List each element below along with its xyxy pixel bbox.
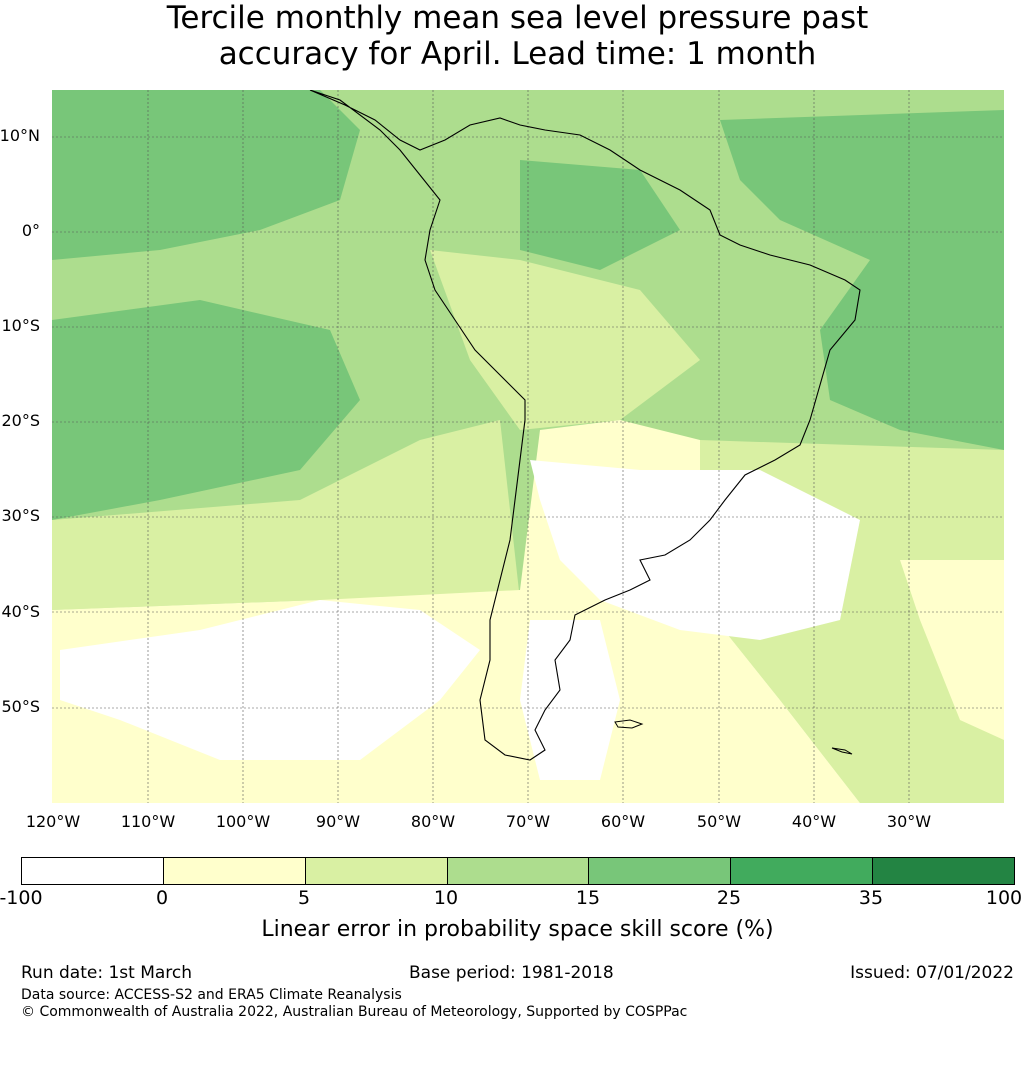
title-line-2: accuracy for April. Lead time: 1 month	[218, 36, 817, 72]
skill-score-map	[52, 90, 1004, 803]
skill-region	[60, 600, 480, 760]
colorbar-segment	[446, 858, 589, 884]
skill-region	[720, 110, 1004, 450]
base-period: Base period: 1981-2018	[409, 963, 614, 983]
colorbar-segment	[588, 858, 731, 884]
skill-region	[52, 90, 360, 260]
colorbar-label: Linear error in probability space skill …	[261, 917, 774, 942]
lon-label: 40°W	[791, 812, 837, 831]
map-gridlines	[52, 90, 1004, 803]
colorbar-segment	[730, 858, 873, 884]
skill-region	[52, 420, 520, 610]
lon-label: 120°W	[25, 812, 81, 831]
colorbar-segment	[304, 858, 447, 884]
colorbar-tick: 100	[985, 887, 1023, 909]
colorbar-tick: 5	[297, 887, 311, 909]
skill-region	[430, 250, 700, 430]
chart-title: Tercile monthly mean sea level pressure …	[0, 0, 1035, 72]
colorbar	[21, 857, 1015, 885]
colorbar-tick: 25	[716, 887, 742, 909]
south-america-coastline	[309, 90, 861, 761]
lat-label: 20°S	[1, 411, 40, 430]
lon-label: 70°W	[505, 812, 551, 831]
colorbar-segment	[22, 858, 163, 884]
issued-date: Issued: 07/01/2022	[850, 963, 1014, 983]
lon-label: 90°W	[315, 812, 361, 831]
skill-region	[52, 300, 360, 520]
colorbar-tick: -100	[0, 887, 43, 909]
skill-region	[520, 160, 680, 270]
colorbar-tick: 0	[155, 887, 169, 909]
lat-label: 10°S	[1, 316, 40, 335]
lat-label: 30°S	[1, 506, 40, 525]
colorbar-tick: 10	[433, 887, 459, 909]
lat-label: 50°S	[1, 697, 40, 716]
lon-label: 80°W	[410, 812, 456, 831]
colorbar-tick: 15	[575, 887, 601, 909]
south-georgia-island	[831, 747, 853, 755]
colorbar-segment	[872, 858, 1015, 884]
lon-label: 100°W	[215, 812, 271, 831]
lat-label: 10°N	[0, 126, 40, 145]
lat-label: 40°S	[1, 602, 40, 621]
lon-label: 60°W	[600, 812, 646, 831]
title-line-1: Tercile monthly mean sea level pressure …	[166, 0, 869, 36]
skill-region	[520, 620, 620, 780]
colorbar-segment	[162, 858, 305, 884]
copyright: © Commonwealth of Australia 2022, Austra…	[21, 1004, 688, 1020]
data-source: Data source: ACCESS-S2 and ERA5 Climate …	[21, 987, 402, 1003]
skill-region	[900, 560, 1004, 740]
lon-label: 30°W	[886, 812, 932, 831]
lon-label: 50°W	[696, 812, 742, 831]
skill-region	[530, 460, 860, 640]
lat-label: 0°	[21, 221, 40, 240]
run-date: Run date: 1st March	[21, 963, 193, 983]
lon-label: 110°W	[120, 812, 176, 831]
colorbar-tick: 35	[858, 887, 884, 909]
falkland-islands	[614, 719, 644, 729]
